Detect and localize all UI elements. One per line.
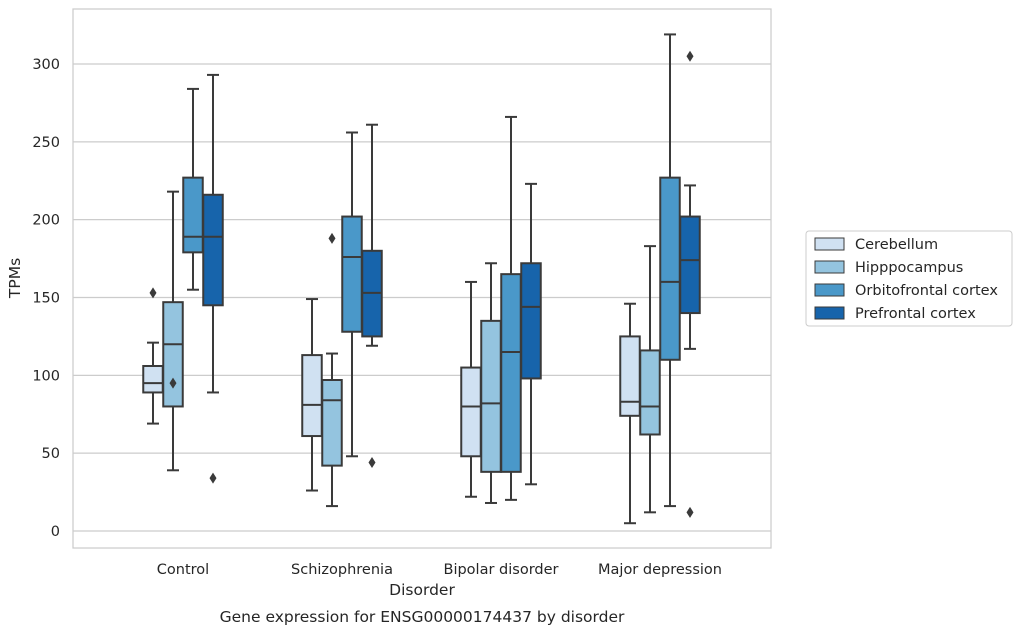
legend-swatch	[814, 260, 845, 274]
legend-swatch	[814, 283, 845, 297]
outlier-point	[169, 377, 177, 389]
outlier-point	[686, 506, 694, 518]
box-prefrontal-cortex	[361, 123, 383, 469]
y-axis-title: TPMs	[6, 258, 24, 299]
y-tick-label: 100	[32, 368, 60, 384]
x-tick-labels: Control Schizophrenia Bipolar disorder Majo…	[157, 562, 722, 578]
boxes	[142, 33, 701, 525]
plot-area-frame	[72, 8, 772, 549]
outlier-point	[328, 232, 336, 244]
box-cerebellum	[142, 287, 164, 425]
box-iqr	[202, 193, 224, 307]
box-iqr	[321, 379, 343, 467]
box-prefrontal-cortex	[679, 50, 701, 518]
legend-swatch	[814, 306, 845, 320]
box-hipppocampus	[639, 245, 661, 514]
y-tick-label: 250	[32, 135, 60, 151]
legend-frame	[805, 230, 1013, 327]
box-iqr	[460, 366, 482, 458]
box-iqr	[679, 215, 701, 315]
outlier-point	[368, 457, 376, 469]
y-tick-label: 0	[51, 524, 60, 540]
legend: Cerebellum Hipppocampus Orbitofrontal cort…	[805, 230, 1013, 327]
x-axis-title: Disorder	[389, 581, 455, 599]
box-hipppocampus	[162, 190, 184, 472]
box-prefrontal-cortex	[202, 73, 224, 484]
outlier-point	[149, 287, 157, 299]
outlier-point	[686, 50, 694, 62]
y-tick-label: 150	[32, 291, 60, 307]
box-iqr	[162, 301, 184, 408]
box-iqr	[500, 273, 522, 473]
box-iqr	[142, 364, 164, 394]
box-orbitofrontal-cortex	[341, 131, 363, 458]
legend-label: Orbitofrontal cortex	[855, 283, 998, 299]
y-tick-label: 50	[42, 446, 60, 462]
y-tick-label: 200	[32, 213, 60, 229]
chart-caption: Gene expression for ENSG00000174437 by d…	[220, 608, 625, 626]
box-hipppocampus	[321, 232, 343, 508]
x-tick-label: Bipolar disorder	[444, 562, 559, 578]
x-tick-label: Control	[157, 562, 209, 578]
box-cerebellum	[301, 298, 323, 492]
y-tick-label: 300	[32, 57, 60, 73]
box-prefrontal-cortex	[520, 182, 542, 486]
legend-label: Hipppocampus	[855, 260, 963, 276]
box-iqr	[480, 319, 502, 473]
legend-label: Prefrontal cortex	[855, 306, 976, 322]
box-hipppocampus	[480, 262, 502, 504]
y-tick-labels: 0 50 100 150 200 250 300	[32, 57, 60, 540]
x-tick-label: Major depression	[598, 562, 722, 578]
legend-label: Cerebellum	[855, 237, 938, 253]
box-iqr	[341, 215, 363, 333]
legend-swatch	[814, 237, 845, 251]
x-tick-label: Schizophrenia	[291, 562, 393, 578]
box-iqr	[639, 349, 661, 436]
box-iqr	[182, 176, 204, 254]
box-iqr	[301, 354, 323, 438]
box-orbitofrontal-cortex	[500, 115, 522, 501]
box-cerebellum	[619, 302, 641, 525]
box-cerebellum	[460, 280, 482, 498]
box-orbitofrontal-cortex	[659, 33, 681, 508]
outlier-point	[209, 472, 217, 484]
box-iqr	[520, 262, 542, 380]
box-orbitofrontal-cortex	[182, 87, 204, 291]
box-iqr	[619, 335, 641, 417]
box-iqr	[659, 176, 681, 361]
